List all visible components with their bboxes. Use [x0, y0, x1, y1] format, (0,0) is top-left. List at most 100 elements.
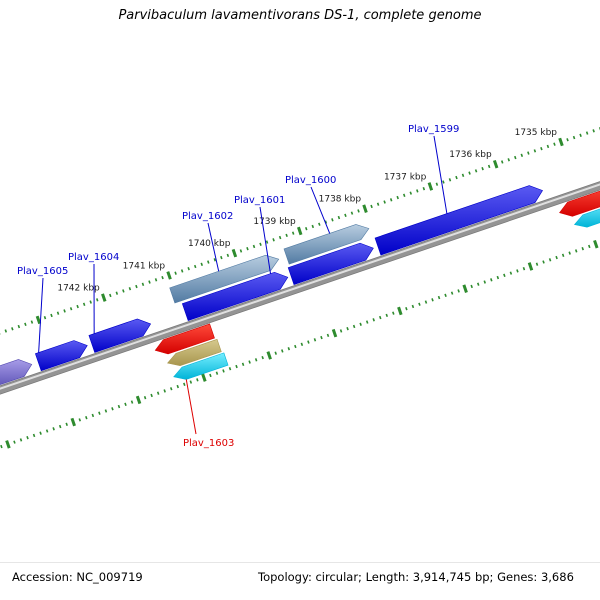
- ruler-minor-tick: [307, 340, 310, 344]
- gene-arrow-plav_1601[interactable]: [181, 271, 289, 322]
- gene-arrow-plav_1604[interactable]: [88, 318, 152, 353]
- ruler-tick-label: 1739 kbp: [253, 217, 296, 227]
- ruler-minor-tick: [150, 393, 153, 398]
- ruler-minor-tick: [514, 155, 517, 160]
- footer-divider: [0, 562, 600, 563]
- ruler-minor-tick: [359, 322, 362, 326]
- ruler-minor-tick: [91, 413, 95, 418]
- figure-title: Parvibaculum lavamentivorans DS-1, compl…: [118, 8, 482, 23]
- gene-arrow[interactable]: [559, 184, 600, 217]
- ruler-minor-tick: [154, 278, 158, 282]
- ruler-minor-tick: [189, 380, 193, 384]
- ruler-minor-tick: [215, 371, 219, 375]
- ruler-minor-tick: [141, 282, 145, 286]
- ruler-minor-tick: [461, 173, 465, 178]
- ruler-minor-tick: [76, 304, 79, 309]
- ruler-minor-tick: [339, 329, 343, 333]
- ruler-tick-label: 1741 kbp: [123, 261, 166, 271]
- ruler-minor-tick: [405, 307, 408, 311]
- ruler-minor-tick: [285, 233, 288, 238]
- ruler-minor-tick: [259, 242, 262, 246]
- ruler-minor-tick: [156, 391, 160, 395]
- ruler-minor-tick: [26, 435, 29, 440]
- gene-label: Plav_1601: [234, 195, 285, 206]
- ruler-minor-tick: [82, 302, 86, 306]
- ruler-tick-label: 1742 kbp: [57, 284, 100, 294]
- ruler-minor-tick: [305, 227, 308, 231]
- ruler-minor-tick: [574, 249, 578, 253]
- ruler-minor-tick: [561, 253, 565, 258]
- gene-arrow[interactable]: [0, 359, 33, 390]
- gene-arrow-plav_1600[interactable]: [283, 224, 370, 265]
- ruler-minor-tick: [17, 324, 21, 329]
- ruler-minor-tick: [389, 198, 393, 202]
- ruler-minor-tick: [300, 342, 304, 346]
- ruler-major-tick: [5, 440, 11, 449]
- ruler-minor-tick: [533, 149, 537, 153]
- ruler-minor-tick: [337, 215, 341, 220]
- ruler-minor-tick: [98, 411, 101, 415]
- genome-backbone-highlight: [0, 183, 600, 390]
- ruler-minor-tick: [566, 138, 569, 142]
- ruler-minor-tick: [130, 400, 134, 404]
- gene-layer: [0, 184, 600, 390]
- ruler-minor-tick: [272, 238, 275, 242]
- ruler-minor-tick: [592, 129, 595, 133]
- ruler-minor-tick: [376, 202, 380, 206]
- ruler-major-tick: [492, 159, 499, 169]
- gene-arrow-plav_1599[interactable]: [374, 185, 543, 256]
- ruler-minor-tick: [487, 164, 491, 169]
- ruler-minor-tick: [520, 153, 524, 157]
- ruler-minor-tick: [490, 278, 493, 282]
- ruler-major-tick: [166, 271, 172, 280]
- ruler-minor-tick: [548, 258, 552, 262]
- gene-label-leader: [259, 206, 272, 274]
- label-layer: Plav_1605Plav_1604Plav_1602Plav_1601Plav…: [17, 124, 459, 449]
- ruler-minor-tick: [579, 133, 582, 137]
- ruler-minor-tick: [294, 344, 297, 349]
- ruler-minor-tick: [109, 293, 112, 298]
- backbone-layer: [0, 181, 600, 395]
- ruler-minor-tick: [535, 262, 539, 266]
- ruler-minor-tick: [507, 158, 510, 162]
- gene-label-leader: [185, 379, 197, 435]
- ruler-minor-tick: [85, 415, 88, 420]
- ruler-minor-tick: [291, 231, 295, 235]
- ruler-major-tick: [331, 328, 338, 338]
- ruler-minor-tick: [468, 171, 471, 175]
- ruler-minor-tick: [448, 178, 452, 182]
- ruler-minor-tick: [56, 311, 60, 315]
- gene-arrow[interactable]: [573, 201, 600, 228]
- ruler-minor-tick: [252, 244, 256, 249]
- ruler-minor-tick: [124, 402, 127, 406]
- ruler-minor-tick: [176, 384, 180, 389]
- ruler-minor-tick: [455, 175, 458, 180]
- ruler-minor-tick: [104, 409, 108, 413]
- ruler-minor-tick: [174, 271, 177, 275]
- ruler-major-tick: [427, 182, 434, 191]
- ruler-minor-tick: [183, 382, 186, 386]
- ruler-minor-tick: [163, 389, 166, 393]
- ruler-minor-tick: [311, 224, 315, 229]
- ruler-minor-tick: [320, 335, 323, 340]
- ruler-major-tick: [135, 395, 142, 405]
- ruler-minor-tick: [180, 269, 184, 273]
- ruler-minor-tick: [396, 195, 399, 200]
- ruler-minor-tick: [568, 251, 571, 255]
- gene-arrow-plav_1602[interactable]: [169, 254, 280, 304]
- ruler-minor-tick: [527, 151, 530, 155]
- gene-arrow-plav_1603[interactable]: [154, 323, 215, 355]
- gene-arrow[interactable]: [167, 338, 222, 366]
- gene-arrow[interactable]: [173, 352, 229, 380]
- ruler-minor-tick: [135, 284, 138, 289]
- ruler-minor-tick: [474, 169, 478, 173]
- gene-arrow-plav_1605[interactable]: [34, 340, 88, 372]
- ruler-minor-tick: [346, 327, 349, 331]
- ruler-minor-tick: [235, 364, 238, 369]
- gene-arrow[interactable]: [287, 242, 374, 286]
- footer-summary: Topology: circular; Length: 3,914,745 bp…: [258, 570, 574, 584]
- ruler-minor-tick: [13, 440, 16, 444]
- ruler-minor-tick: [226, 253, 230, 258]
- ruler-minor-tick: [187, 267, 190, 271]
